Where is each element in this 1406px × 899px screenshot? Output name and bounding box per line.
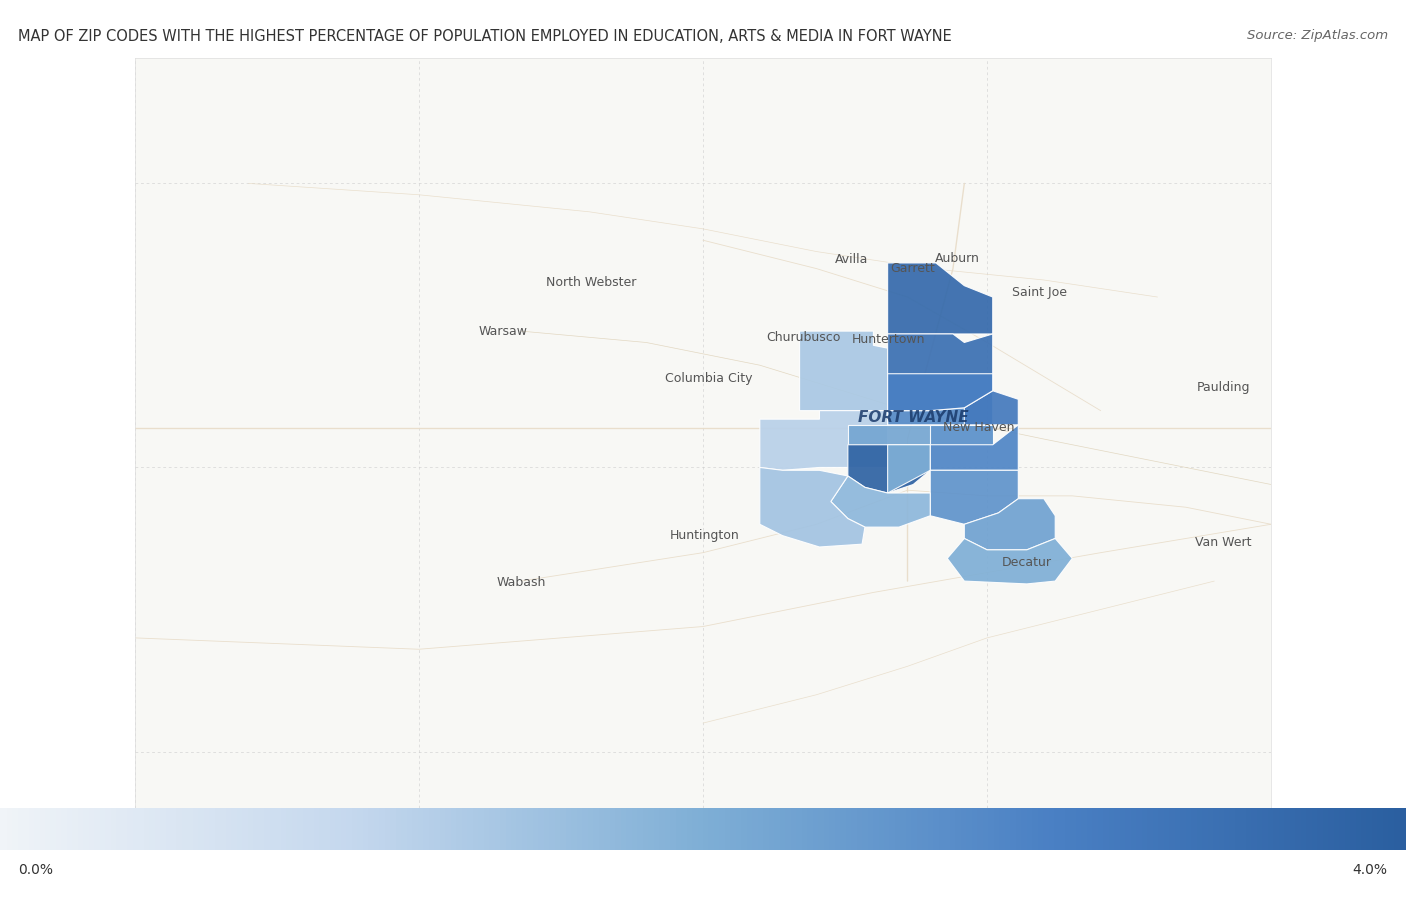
Polygon shape bbox=[848, 425, 993, 445]
Polygon shape bbox=[759, 467, 865, 547]
Text: Avilla: Avilla bbox=[835, 253, 868, 266]
Text: MAP OF ZIP CODES WITH THE HIGHEST PERCENTAGE OF POPULATION EMPLOYED IN EDUCATION: MAP OF ZIP CODES WITH THE HIGHEST PERCEN… bbox=[18, 29, 952, 44]
Polygon shape bbox=[800, 331, 887, 411]
Text: Columbia City: Columbia City bbox=[665, 372, 752, 386]
Text: Auburn: Auburn bbox=[935, 252, 980, 265]
Polygon shape bbox=[831, 476, 931, 527]
Text: Huntertown: Huntertown bbox=[852, 333, 925, 345]
Polygon shape bbox=[887, 334, 993, 411]
Text: Garrett: Garrett bbox=[890, 263, 935, 275]
Text: Churubusco: Churubusco bbox=[766, 332, 841, 344]
Polygon shape bbox=[948, 539, 1073, 584]
Text: FORT WAYNE: FORT WAYNE bbox=[858, 410, 969, 425]
Polygon shape bbox=[848, 445, 931, 493]
Text: Warsaw: Warsaw bbox=[478, 325, 527, 338]
Text: 0.0%: 0.0% bbox=[18, 863, 53, 877]
Text: Saint Joe: Saint Joe bbox=[1012, 286, 1067, 299]
Text: 4.0%: 4.0% bbox=[1353, 863, 1388, 877]
Polygon shape bbox=[931, 425, 1018, 470]
Text: Decatur: Decatur bbox=[1002, 556, 1052, 569]
Polygon shape bbox=[887, 263, 993, 334]
Polygon shape bbox=[887, 374, 993, 411]
Text: Wabash: Wabash bbox=[496, 575, 546, 589]
Text: Source: ZipAtlas.com: Source: ZipAtlas.com bbox=[1247, 29, 1388, 41]
Text: Paulding: Paulding bbox=[1197, 381, 1251, 395]
Polygon shape bbox=[887, 445, 931, 493]
Text: Van Wert: Van Wert bbox=[1195, 536, 1251, 549]
Polygon shape bbox=[759, 411, 887, 470]
Polygon shape bbox=[965, 391, 1018, 425]
Polygon shape bbox=[887, 391, 993, 425]
Polygon shape bbox=[931, 425, 993, 445]
Text: New Haven: New Haven bbox=[943, 422, 1014, 434]
Text: Huntington: Huntington bbox=[669, 530, 740, 542]
Polygon shape bbox=[931, 470, 1018, 524]
Polygon shape bbox=[965, 499, 1056, 550]
Text: North Webster: North Webster bbox=[546, 276, 637, 289]
